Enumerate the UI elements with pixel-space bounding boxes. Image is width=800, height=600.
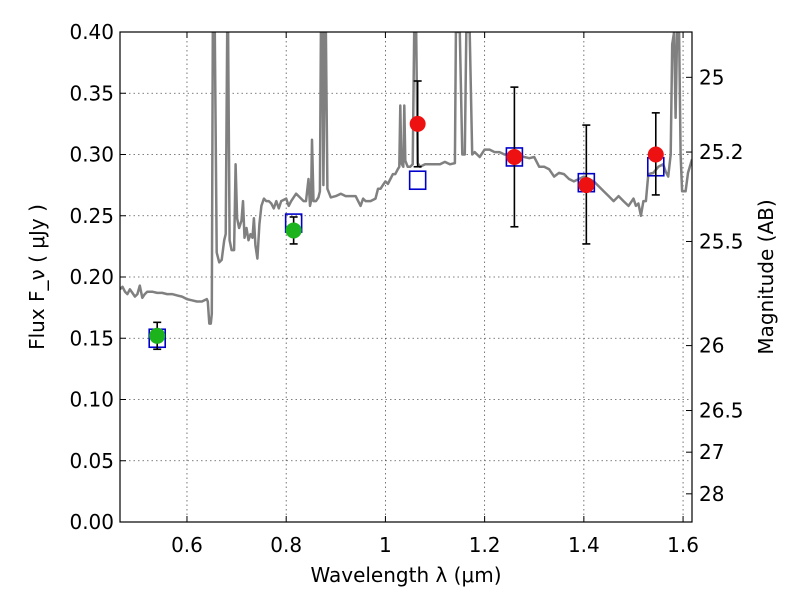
y-tick-label: 0.00 (69, 510, 114, 534)
x-tick-label: 1 (379, 533, 392, 557)
right-tick-label: 28 (699, 482, 724, 506)
right-tick-label: 27 (699, 440, 724, 464)
x-tick-label: 0.8 (270, 533, 302, 557)
right-tick-label: 26 (699, 334, 724, 358)
x-axis-ticks: 0.6 0.8 1 1.2 1.4 1.6 (171, 32, 699, 557)
y-tick-label: 0.10 (69, 388, 114, 412)
data-markers (148, 80, 665, 351)
y-tick-label: 0.30 (69, 143, 114, 167)
y-tick-label: 0.35 (69, 81, 114, 105)
x-tick-label: 1.2 (469, 533, 501, 557)
x-tick-label: 0.6 (171, 533, 203, 557)
observed-flux-point (149, 327, 166, 344)
x-axis-label: Wavelength λ (μm) (310, 563, 501, 587)
observed-flux-point (578, 177, 595, 194)
observed-flux-point (647, 146, 664, 163)
right-tick-label: 25.2 (699, 140, 744, 164)
y-tick-label: 0.25 (69, 204, 114, 228)
y-tick-label: 0.05 (69, 449, 114, 473)
model-flux-square (408, 170, 427, 191)
right-axis-label: Magnitude (AB) (754, 199, 778, 354)
y-axis-label: Flux F_ν ( μJy ) (25, 204, 49, 350)
right-tick-label: 26.5 (699, 399, 744, 423)
y-axis-ticks: 0.00 0.05 0.10 0.15 0.20 0.25 0.30 0.35 0.40 (69, 20, 126, 534)
y-tick-label: 0.15 (69, 326, 114, 350)
observed-flux-point (409, 115, 426, 132)
right-tick-label: 25.5 (699, 229, 744, 253)
x-tick-label: 1.4 (568, 533, 600, 557)
y-tick-label: 0.40 (69, 20, 114, 44)
x-tick-label: 1.6 (667, 533, 699, 557)
right-axis-ticks: 25 25.2 25.5 26 26.5 27 28 (686, 65, 744, 506)
right-tick-label: 25 (699, 65, 724, 89)
observed-flux-point (506, 148, 523, 165)
y-tick-label: 0.20 (69, 265, 114, 289)
observed-flux-point (285, 222, 302, 239)
